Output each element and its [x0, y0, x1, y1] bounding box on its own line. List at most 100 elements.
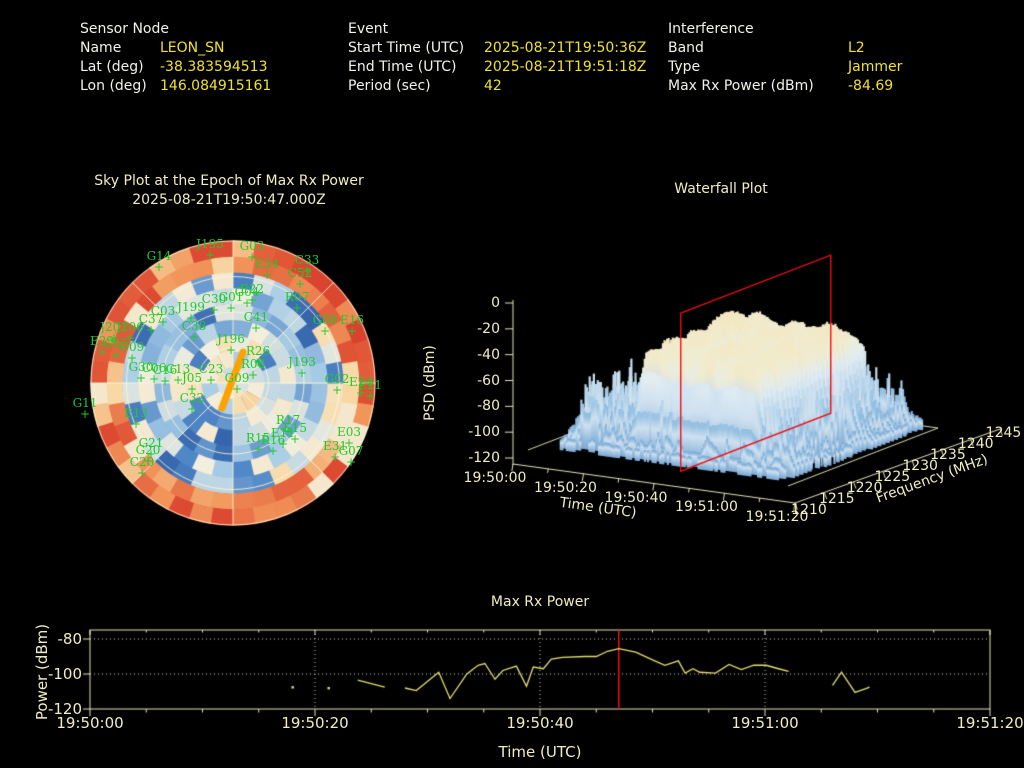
- satellite-label-C33: C33: [294, 253, 320, 267]
- satellite-marker-C09: +: [126, 351, 138, 365]
- interference-type-value: Jammer: [848, 59, 903, 75]
- satellite-label-G01: G01: [218, 290, 244, 304]
- satellite-marker-G04: +: [241, 296, 253, 310]
- satellite-label-G11: G11: [72, 396, 98, 410]
- event-title: Event: [348, 21, 389, 37]
- satellite-marker-C32: +: [186, 402, 198, 416]
- satellite-label-G30: G30: [128, 360, 154, 374]
- satellite-label-G14: G14: [146, 249, 172, 263]
- waterfall-time-tick-0: 19:50:00: [463, 470, 527, 486]
- satellite-marker-C30: +: [208, 303, 220, 317]
- power-x-tick-1: 19:50:20: [281, 714, 349, 732]
- sensor-lat-value: -38.383594513: [160, 59, 268, 75]
- satellite-label-C09: C09: [119, 340, 145, 354]
- satellite-marker-E15: +: [289, 432, 301, 446]
- satellite-label-E15: E15: [282, 421, 308, 435]
- waterfall-freq-tick-1210: 1210: [791, 502, 827, 518]
- interference-band-label: Band: [668, 40, 704, 56]
- interference-maxrx-label: Max Rx Power (dBm): [668, 78, 814, 94]
- satellite-label-E34: E34: [254, 257, 280, 271]
- satellite-label-J199: J199: [177, 300, 205, 314]
- satellite-marker-R17: +: [282, 424, 294, 438]
- satellite-marker-J193: +: [296, 366, 308, 380]
- satellite-marker-C37: +: [145, 323, 157, 337]
- satellite-label-E13: E13: [123, 406, 149, 420]
- satellite-label-G04: G04: [234, 285, 260, 299]
- satellite-label-R26: R26: [245, 344, 271, 358]
- power-y-tick--80: -80: [57, 630, 83, 648]
- satellite-marker-C52: +: [294, 277, 306, 291]
- sensor-lon-value: 146.084915161: [160, 78, 272, 94]
- satellite-label-C52: C52: [287, 266, 313, 280]
- waterfall-freq-tick-1245: 1245: [985, 424, 1022, 441]
- satellite-label-E16: E16: [339, 313, 365, 327]
- satellite-label-J201: J201: [100, 320, 128, 334]
- satellite-marker-E03: +: [343, 436, 355, 450]
- satellite-label-E24: E24: [348, 375, 374, 389]
- satellite-marker-G07: +: [345, 455, 357, 469]
- interference-title: Interference: [668, 21, 754, 37]
- satellite-marker-E34: +: [261, 268, 273, 282]
- power-x-tick-2: 19:50:40: [506, 714, 574, 732]
- satellite-marker-J05: +: [186, 382, 198, 396]
- satellite-label-C32: C32: [179, 391, 205, 405]
- waterfall-freq-tick-1240: 1240: [957, 435, 994, 452]
- waterfall-psd-axis-label: PSD (dBm): [422, 345, 438, 421]
- satellite-marker-E16: +: [346, 324, 358, 338]
- satellite-marker-J199: +: [185, 311, 197, 325]
- satellite-label-C23: C23: [198, 362, 224, 376]
- waterfall-freq-tick-1230: 1230: [902, 457, 938, 474]
- satellite-label-C20: C20: [129, 455, 155, 469]
- satellite-label-J206: J206: [116, 320, 144, 334]
- waterfall-freq-tick-1215: 1215: [818, 490, 855, 507]
- satellite-label-J195: J195: [196, 237, 224, 251]
- sensor-node-panel: Sensor Node Name LEON_SN Lat (deg) -38.3…: [80, 21, 360, 101]
- satellite-marker-C16: +: [159, 374, 171, 388]
- satellite-label-C16: C16: [152, 363, 178, 377]
- satellite-marker-C20: +: [136, 466, 148, 480]
- satellite-marker-C38: +: [188, 330, 200, 344]
- satellite-marker-E29: +: [96, 345, 108, 359]
- power-y-tick--100: -100: [47, 665, 82, 683]
- satellite-marker-J195: +: [204, 248, 216, 262]
- satellite-marker-R08: +: [247, 368, 259, 382]
- satellite-label-C06: C06: [141, 361, 167, 375]
- event-start-label: Start Time (UTC): [348, 40, 465, 56]
- satellite-marker-R16: +: [267, 444, 279, 458]
- sensor-lon-label: Lon (deg): [80, 78, 147, 94]
- satellite-label-C37: C37: [138, 312, 164, 326]
- sky-plot-title: Sky Plot at the Epoch of Max Rx Power 20…: [59, 172, 399, 210]
- satellite-label-C05: C05: [103, 337, 129, 351]
- satellite-marker-G01: +: [225, 301, 237, 315]
- sky-plot-title-line2: 2025-08-21T19:50:47.000Z: [132, 192, 326, 208]
- satellite-marker-J196: +: [225, 343, 237, 357]
- satellite-marker-G08: +: [319, 324, 331, 338]
- sensor-node-title: Sensor Node: [80, 21, 169, 37]
- satellite-marker-G09: +: [231, 382, 243, 396]
- waterfall-time-tick-1: 19:50:20: [534, 479, 597, 496]
- power-x-tick-3: 19:51:00: [731, 714, 799, 732]
- satellite-label-C30: C30: [201, 292, 227, 306]
- satellite-label-E11: E11: [270, 426, 296, 440]
- satellite-marker-G03: +: [246, 250, 258, 264]
- satellite-marker-C05: +: [110, 348, 122, 362]
- satellite-label-G08: G08: [312, 313, 338, 327]
- satellite-marker-R07: +: [291, 301, 303, 315]
- satellite-label-J196: J196: [217, 332, 245, 346]
- satellite-label-J05: J05: [181, 371, 203, 385]
- satellite-label-C03: C03: [150, 304, 176, 318]
- satellite-label-R17: R17: [275, 413, 301, 427]
- event-panel: Event Start Time (UTC) 2025-08-21T19:50:…: [348, 21, 668, 101]
- satellite-marker-R26: +: [252, 355, 264, 369]
- sensor-name-value: LEON_SN: [160, 40, 225, 56]
- satellite-label-E29: E29: [89, 334, 115, 348]
- event-end-value: 2025-08-21T19:51:18Z: [484, 59, 647, 75]
- power-x-tick-4: 19:51:20: [956, 714, 1024, 732]
- waterfall-psd-tick--60: -60: [477, 372, 500, 389]
- satellite-marker-C06: +: [148, 372, 160, 386]
- satellite-label-E21: E21: [357, 378, 383, 392]
- satellite-marker-C23: +: [205, 373, 217, 387]
- satellite-marker-E11: +: [277, 437, 289, 451]
- satellite-label-R08: R08: [240, 357, 266, 371]
